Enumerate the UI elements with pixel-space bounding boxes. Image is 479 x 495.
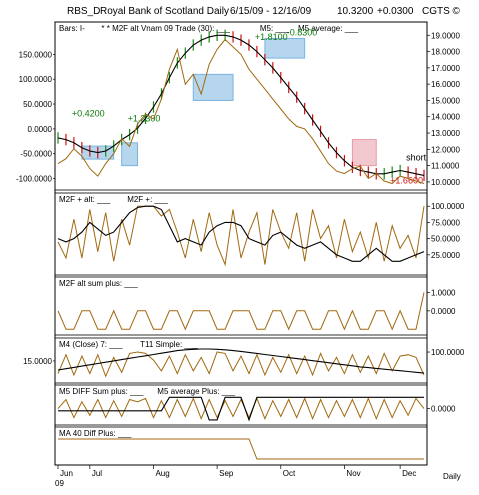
- price-trade-box-1: [121, 142, 139, 167]
- price-trade-box-3: [264, 38, 306, 59]
- price-change: +0.0300: [377, 6, 414, 17]
- m2f-right-tick-label: 25.0000: [431, 251, 460, 260]
- price-right-tick-label: 15.0000: [431, 96, 460, 105]
- m2f_sum-right-tick-label: 1.0000: [431, 289, 456, 298]
- m2f_sum-panel: [54, 276, 428, 336]
- x-daily-label: Daily: [443, 472, 461, 481]
- price-left-tick-label: 0.0000: [28, 125, 53, 134]
- m2f-series-m2f-: [57, 205, 425, 262]
- date-range: 6/15/09 - 12/16/09: [230, 6, 312, 17]
- m2f_sum-right-tick-label: 0.0000: [431, 307, 456, 316]
- m2f-legend-0: M2F + alt: ___: [59, 195, 111, 204]
- price-right-tick-label: 14.0000: [431, 113, 460, 122]
- x-month-label: Oct: [283, 469, 296, 478]
- m5_diff-series-m5-diff-sum-plus: [57, 397, 425, 421]
- last-price: 10.3200: [337, 6, 374, 17]
- price-annotation-3: -0.8300: [287, 27, 318, 37]
- x-month-label: Jul: [92, 469, 102, 478]
- price-annotation-0: +0.4200: [72, 109, 105, 119]
- x-month-label: Dec: [402, 469, 416, 478]
- price-right-tick-label: 19.0000: [431, 31, 460, 40]
- ma40-legend-0: MA 40 Diff Plus: ___: [59, 429, 132, 438]
- m2f-right-tick-label: 50.0000: [431, 235, 460, 244]
- m2f-legend-1: M2F +: ___: [127, 195, 168, 204]
- instrument-name: Royal Bank of Scotland Daily: [100, 6, 229, 17]
- price-annotation-4: +1.6600: [390, 176, 423, 186]
- price-annotation-1: +1.2300: [128, 114, 161, 124]
- price-legend-2: M5: ___: [260, 24, 289, 33]
- price-panel: [54, 21, 428, 191]
- x-month-label: Sep: [219, 469, 234, 478]
- price-right-tick-label: 16.0000: [431, 80, 460, 89]
- m2f-panel: [54, 192, 428, 276]
- m2f-right-tick-label: 75.0000: [431, 218, 460, 227]
- ma40-series-ma-40-diff-plus: [58, 438, 424, 460]
- m4-series-t11-simple: [57, 348, 425, 374]
- m5_diff-legend-0: M5 DIFF Sum plus: ___: [59, 387, 144, 396]
- x-month-label: Jun: [60, 469, 73, 478]
- price-trade-box-2: [192, 73, 234, 101]
- symbol-label: RBS_D: [67, 6, 101, 17]
- x-year-label: 09: [55, 479, 64, 488]
- m4-panel: [54, 337, 428, 384]
- m5_diff-right-tick-label: 0.0000: [431, 405, 456, 414]
- price-legend-3: M5 average: ___: [298, 24, 359, 33]
- x-month-label: Aug: [155, 469, 169, 478]
- m5_diff-legend-1: M5 average Plus: ___: [157, 387, 235, 396]
- m2f_sum-series-m2f-alt-sum-plus: [57, 292, 425, 331]
- m5_diff-series-m5-average-plus: [58, 396, 424, 422]
- price-right-tick-label: 10.0000: [431, 178, 460, 187]
- price-right-tick-label: 13.0000: [431, 129, 460, 138]
- price-left-tick-label: 100.0000: [19, 75, 53, 84]
- price-legend-1: * * M2F alt Vnam 09 Trade (30): ___: [101, 24, 230, 33]
- price-legend-0: Bars: I-: [59, 24, 85, 33]
- price-right-tick-label: 18.0000: [431, 48, 460, 57]
- price-right-tick-label: 11.0000: [431, 162, 460, 171]
- m4-series-m4-close-7: [57, 351, 425, 378]
- price-left-tick-label: 50.0000: [23, 100, 52, 109]
- m2f-series-m2f-alt: [57, 205, 425, 267]
- x-month-label: Nov: [346, 469, 360, 478]
- price-right-tick-label: 17.0000: [431, 64, 460, 73]
- m5_diff-panel: [54, 384, 428, 426]
- price-left-tick-label: -50.0000: [20, 150, 52, 159]
- m4-right-tick-label: 100.0000: [431, 348, 465, 357]
- brand-label: CGTS ©: [422, 6, 460, 17]
- price-right-tick-label: 12.0000: [431, 145, 460, 154]
- price-annotation-5: short: [406, 153, 427, 163]
- price-series-m2f-alt-vnam-09-trade-30-: [57, 38, 425, 185]
- m4-left-tick-label: 15.0000: [23, 357, 52, 366]
- ma40-panel: [54, 426, 428, 466]
- m2f-right-tick-label: 100.0000: [431, 202, 465, 211]
- m2f_sum-legend-0: M2F alt sum plus: ___: [59, 279, 138, 288]
- price-trade-box-4: [351, 139, 377, 167]
- m4-legend-1: T11 Simple: ___: [140, 340, 198, 349]
- price-left-tick-label: 150.0000: [19, 50, 53, 59]
- price-left-tick-label: -100.0000: [16, 175, 53, 184]
- price-annotation-2: +1.8100: [255, 32, 288, 42]
- m4-legend-0: M4 (Close) 7: ___: [59, 340, 123, 349]
